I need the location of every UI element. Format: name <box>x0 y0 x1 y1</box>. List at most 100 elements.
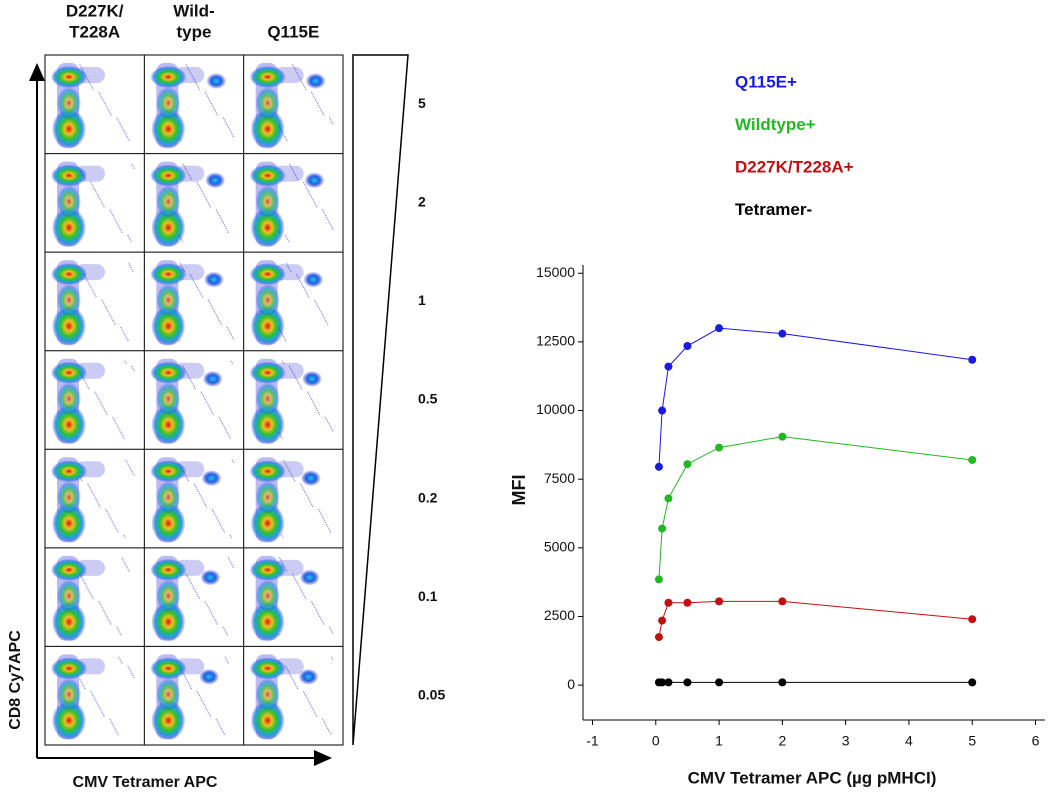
density-population <box>151 306 186 347</box>
density-dot <box>121 557 123 559</box>
density-dot <box>120 634 122 636</box>
density-dot <box>129 669 131 671</box>
density-dot <box>205 602 208 605</box>
density-dot <box>106 413 108 416</box>
density-population <box>255 284 280 317</box>
density-dot <box>110 720 112 722</box>
density-plot <box>150 555 235 642</box>
density-dot <box>131 673 133 675</box>
density-dot <box>198 185 201 187</box>
density-dot <box>304 185 307 187</box>
density-dot <box>119 227 121 230</box>
density-dot <box>120 326 122 329</box>
density-dot <box>186 478 189 480</box>
density-dot <box>327 422 330 424</box>
density-dot <box>94 189 96 191</box>
density-dot <box>294 684 297 686</box>
column-header: Q115E <box>267 22 319 41</box>
density-population <box>250 404 285 445</box>
density-dot <box>296 380 299 383</box>
density-dot <box>223 426 226 428</box>
density-dot <box>317 306 320 309</box>
density-dot <box>310 196 313 199</box>
density-dot <box>95 700 97 702</box>
density-dot <box>195 592 198 594</box>
density-dot <box>114 525 116 528</box>
density-dot <box>211 614 214 616</box>
density-dot <box>227 328 230 331</box>
density-dot <box>132 367 134 370</box>
data-point <box>778 329 787 338</box>
density-dot <box>215 314 218 316</box>
density-dot <box>329 531 332 533</box>
density-dot <box>296 687 299 690</box>
density-dot <box>186 575 189 577</box>
density-dot <box>313 299 316 301</box>
density-dot <box>92 694 94 697</box>
density-dot <box>132 165 134 167</box>
dose-label: 0.2 <box>418 489 438 505</box>
density-dot <box>85 75 87 77</box>
density-dot <box>211 104 214 107</box>
density-dot <box>124 562 126 565</box>
density-dot <box>126 135 128 138</box>
density-dot <box>103 408 105 410</box>
density-dot <box>128 667 130 669</box>
density-dot <box>195 82 198 85</box>
density-dot <box>196 594 199 596</box>
density-dot <box>91 595 93 598</box>
density-dot <box>187 682 190 684</box>
density-dot <box>107 310 109 312</box>
density-dot <box>94 294 96 296</box>
density-dot <box>100 604 102 607</box>
density-dot <box>303 693 306 695</box>
density-dot <box>308 702 311 704</box>
density-dot <box>99 505 101 508</box>
density-dot <box>318 413 321 416</box>
density-population <box>51 558 87 581</box>
density-dot <box>227 557 230 559</box>
density-dot <box>180 238 183 240</box>
density-dot <box>109 112 111 114</box>
y-tick-label: 15000 <box>536 264 575 280</box>
density-dot <box>210 612 213 614</box>
flow-x-label: CMV Tetramer APC <box>73 774 218 791</box>
density-dot <box>191 584 194 587</box>
density-dot <box>191 382 194 384</box>
density-population <box>255 185 280 218</box>
density-dot <box>93 696 95 699</box>
density-dot <box>325 726 328 728</box>
density-dot <box>122 128 124 130</box>
density-dot <box>105 306 107 309</box>
density-dot <box>200 189 203 191</box>
density-dot <box>324 724 327 726</box>
density-population <box>249 657 286 680</box>
density-dot <box>131 268 133 271</box>
density-dot <box>104 102 106 105</box>
density-dot <box>311 602 314 605</box>
density-dot <box>301 82 304 85</box>
density-dot <box>317 104 320 107</box>
y-tick-label: 10000 <box>536 401 575 417</box>
density-population <box>57 382 81 415</box>
density-dot <box>99 707 101 710</box>
y-tick-label: 7500 <box>544 470 575 486</box>
density-dot <box>279 435 282 437</box>
density-plot <box>249 358 334 445</box>
density-dot <box>309 194 312 197</box>
density-dot <box>87 386 89 388</box>
density-dot <box>128 139 130 141</box>
density-dot <box>284 665 287 667</box>
data-point <box>658 616 667 625</box>
density-dot <box>230 536 233 538</box>
density-dot <box>209 206 212 208</box>
density-dot <box>185 64 188 66</box>
density-dot <box>315 408 318 410</box>
density-dot <box>196 691 199 693</box>
density-dot <box>126 566 128 568</box>
density-dot <box>284 234 287 237</box>
density-dot <box>203 704 206 706</box>
density-plot <box>150 63 235 149</box>
density-population <box>250 109 285 149</box>
density-dot <box>86 279 88 281</box>
